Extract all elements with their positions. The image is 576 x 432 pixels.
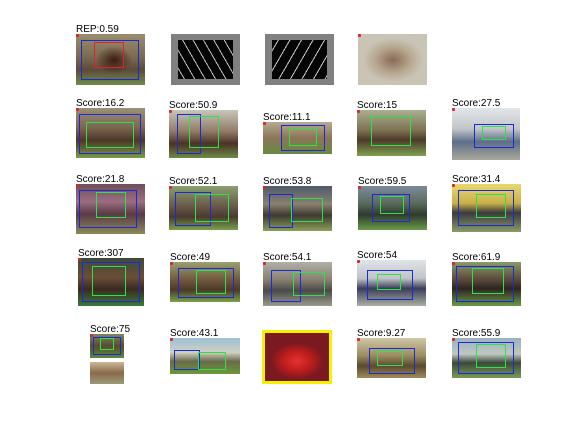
hog-part-filter	[265, 34, 334, 85]
detection-score: Score:43.1	[170, 328, 219, 339]
detection-score: Score:53.8	[263, 176, 312, 187]
detection-image	[78, 258, 144, 306]
ap-label: REP:0.59	[76, 24, 119, 35]
detection-score: Score:307	[78, 248, 124, 259]
detection-score: Score:52.1	[169, 176, 218, 187]
detection-image	[76, 184, 145, 234]
detection-image	[452, 108, 520, 160]
model-root-image	[76, 34, 145, 85]
detection-score: Score:11.1	[263, 112, 311, 123]
detection-score: Score:61.9	[452, 252, 501, 263]
detection-image	[169, 186, 238, 230]
detection-image	[357, 338, 426, 378]
detection-image	[76, 108, 145, 158]
detection-image	[169, 110, 238, 158]
highlighted-false-positive-image	[262, 330, 332, 384]
detection-score: Score:54	[357, 250, 398, 261]
detection-score: Score:15	[357, 100, 398, 111]
detection-score: Score:59.5	[358, 176, 407, 187]
detection-image	[357, 260, 426, 306]
detection-image	[170, 262, 240, 302]
detection-image	[452, 184, 521, 232]
detection-score: Score:16.2	[76, 98, 125, 109]
detection-score: Score:9.27	[357, 328, 406, 339]
detection-score: Score:27.5	[452, 98, 501, 109]
deformation-map	[358, 34, 427, 85]
detection-score: Score:31.4	[452, 174, 501, 185]
detection-image	[90, 334, 124, 358]
detection-image	[263, 186, 332, 231]
detection-score: Score:21.8	[76, 174, 125, 185]
detection-score: Score:50.9	[169, 100, 218, 111]
detection-score: Score:55.9	[452, 328, 501, 339]
detection-score: Score:49	[170, 252, 211, 263]
detection-image	[357, 110, 426, 156]
detection-image-secondary	[90, 362, 124, 384]
detection-score: Score:54.1	[263, 252, 312, 263]
detection-image	[170, 338, 240, 374]
hog-root-filter	[171, 34, 240, 85]
detection-image	[452, 262, 521, 306]
detection-score: Score:75	[90, 324, 131, 335]
detection-image	[452, 338, 521, 378]
detection-image	[263, 262, 332, 306]
detection-image	[358, 186, 427, 230]
detection-image	[263, 122, 332, 154]
